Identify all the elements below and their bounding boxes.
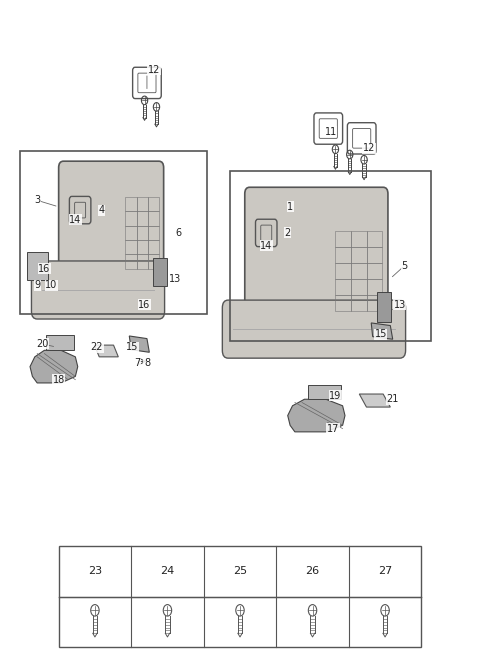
Polygon shape	[95, 345, 118, 357]
FancyBboxPatch shape	[46, 335, 74, 350]
Polygon shape	[371, 323, 393, 339]
FancyBboxPatch shape	[27, 252, 48, 280]
Bar	[148, 225, 159, 240]
Text: 21: 21	[386, 394, 399, 404]
Bar	[336, 247, 351, 263]
Bar	[336, 279, 351, 295]
Text: 11: 11	[324, 127, 337, 137]
Polygon shape	[360, 394, 390, 407]
Bar	[21, 151, 206, 314]
Text: 1: 1	[287, 202, 293, 212]
FancyBboxPatch shape	[245, 187, 388, 324]
FancyBboxPatch shape	[377, 292, 391, 322]
Bar	[125, 196, 137, 211]
FancyBboxPatch shape	[59, 161, 164, 285]
Bar	[230, 171, 431, 341]
Text: 26: 26	[305, 567, 320, 576]
Text: 13: 13	[394, 300, 406, 310]
Text: 25: 25	[233, 567, 247, 576]
Text: 2: 2	[285, 228, 291, 238]
Bar	[125, 254, 137, 269]
Bar	[148, 240, 159, 254]
Bar	[351, 231, 367, 247]
Text: 4: 4	[98, 205, 105, 215]
Text: 8: 8	[144, 358, 150, 368]
Text: 6: 6	[175, 228, 181, 238]
Bar	[351, 295, 367, 311]
Text: 12: 12	[363, 143, 375, 153]
Text: 15: 15	[374, 329, 387, 339]
Text: 15: 15	[126, 342, 139, 352]
Text: 24: 24	[160, 567, 175, 576]
Text: 18: 18	[52, 375, 65, 384]
FancyBboxPatch shape	[153, 257, 167, 286]
Text: 27: 27	[378, 567, 392, 576]
Bar	[125, 240, 137, 254]
Text: 19: 19	[329, 391, 342, 401]
Bar	[367, 231, 382, 247]
Text: 16: 16	[38, 264, 50, 274]
Text: 23: 23	[88, 567, 102, 576]
Text: 3: 3	[34, 195, 40, 205]
Bar	[137, 240, 148, 254]
Text: 7: 7	[134, 358, 141, 368]
Bar	[137, 254, 148, 269]
Bar	[137, 196, 148, 211]
Bar	[59, 546, 421, 647]
FancyBboxPatch shape	[222, 300, 406, 358]
Polygon shape	[30, 350, 78, 383]
Bar	[137, 211, 148, 225]
Text: 9: 9	[34, 280, 40, 290]
Bar	[148, 254, 159, 269]
Bar	[125, 225, 137, 240]
Bar	[336, 295, 351, 311]
Text: 16: 16	[138, 300, 151, 310]
Text: 13: 13	[169, 274, 182, 284]
FancyBboxPatch shape	[308, 385, 341, 400]
Text: 12: 12	[148, 65, 160, 75]
Bar	[137, 225, 148, 240]
Bar	[367, 295, 382, 311]
Text: 5: 5	[401, 261, 408, 271]
Text: 17: 17	[327, 424, 339, 434]
Text: 10: 10	[46, 280, 58, 290]
Bar	[336, 263, 351, 279]
Bar	[351, 247, 367, 263]
Bar	[367, 263, 382, 279]
Bar	[336, 231, 351, 247]
Bar	[351, 279, 367, 295]
Bar	[367, 247, 382, 263]
Text: 14: 14	[69, 215, 82, 225]
Bar	[367, 279, 382, 295]
Text: 14: 14	[260, 241, 272, 251]
Bar	[148, 211, 159, 225]
Bar	[125, 211, 137, 225]
Bar	[351, 263, 367, 279]
FancyBboxPatch shape	[32, 261, 165, 319]
Bar	[148, 196, 159, 211]
Text: 22: 22	[91, 342, 103, 352]
Polygon shape	[129, 336, 149, 352]
Polygon shape	[288, 400, 345, 432]
Text: 20: 20	[36, 339, 48, 349]
